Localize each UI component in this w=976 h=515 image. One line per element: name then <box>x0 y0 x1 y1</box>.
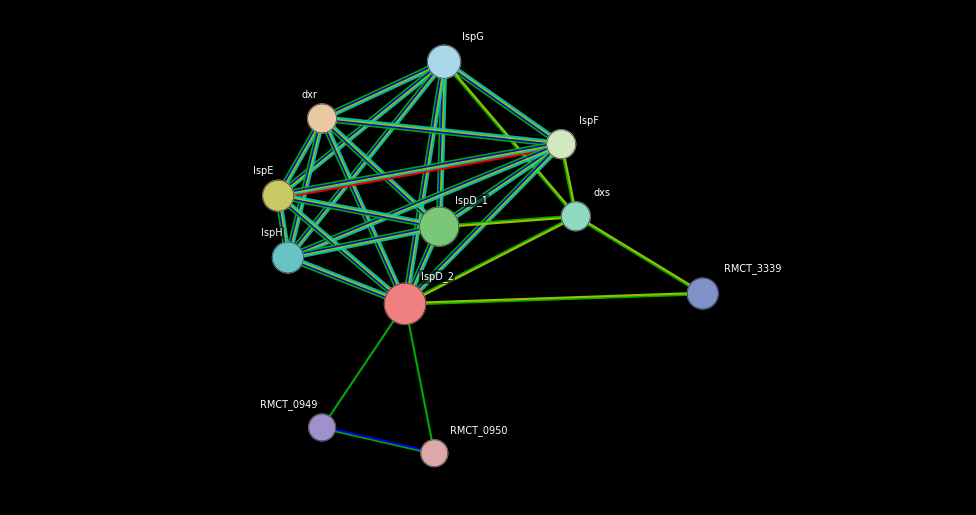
Text: RMCT_0949: RMCT_0949 <box>260 399 317 410</box>
Text: IspE: IspE <box>253 166 273 176</box>
Text: dxr: dxr <box>302 90 317 100</box>
Ellipse shape <box>263 180 294 211</box>
Ellipse shape <box>420 207 459 246</box>
Ellipse shape <box>385 283 426 324</box>
Ellipse shape <box>272 242 304 273</box>
Text: IspF: IspF <box>579 116 598 126</box>
Text: IspG: IspG <box>462 32 483 42</box>
Text: RMCT_3339: RMCT_3339 <box>724 263 782 274</box>
Ellipse shape <box>427 45 461 78</box>
Ellipse shape <box>307 104 337 133</box>
Ellipse shape <box>687 278 718 309</box>
Ellipse shape <box>421 440 448 467</box>
Ellipse shape <box>547 130 576 159</box>
Ellipse shape <box>308 414 336 441</box>
Text: RMCT_0950: RMCT_0950 <box>450 425 508 436</box>
Text: IspD_2: IspD_2 <box>421 271 454 282</box>
Text: IspD_1: IspD_1 <box>455 195 488 206</box>
Ellipse shape <box>561 202 590 231</box>
Text: IspH: IspH <box>262 228 283 238</box>
Text: dxs: dxs <box>593 188 610 198</box>
